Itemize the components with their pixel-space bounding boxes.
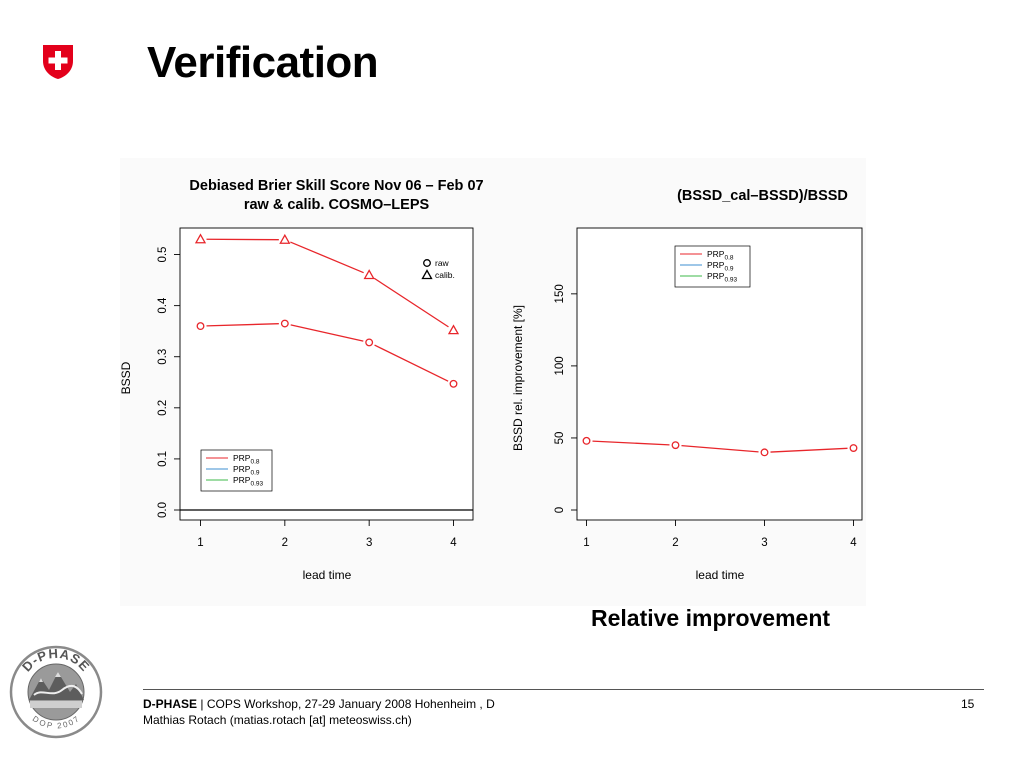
data-point xyxy=(582,436,591,445)
y-axis-label: BSSD rel. improvement [%] xyxy=(511,305,525,451)
data-point xyxy=(449,379,458,388)
footer-event-line: D-PHASE | COPS Workshop, 27-29 January 2… xyxy=(143,697,495,711)
legend-label-base: PRP xyxy=(233,464,251,474)
data-point xyxy=(363,269,375,280)
charts-figure: Debiased Brier Skill Score Nov 06 – Feb … xyxy=(120,178,863,582)
plot-frame xyxy=(576,227,863,521)
data-point xyxy=(279,233,291,244)
series-line-segment xyxy=(290,241,364,274)
legend-label-base: PRP xyxy=(707,271,725,281)
series-line-segment xyxy=(290,324,364,342)
slide-title: Verification xyxy=(147,38,379,87)
series-line-segment xyxy=(206,323,279,327)
y-tick-label: 0.3 xyxy=(157,349,169,365)
y-tick-label: 0.5 xyxy=(157,247,169,263)
x-tick-label: 4 xyxy=(450,537,457,549)
chart2-legend-box xyxy=(674,245,751,288)
x-tick-label: 3 xyxy=(761,537,767,549)
series-line-segment xyxy=(681,444,759,453)
legend-label-base: PRP xyxy=(707,249,725,259)
chart1-legend-box xyxy=(200,449,273,492)
y-axis-label: BSSD xyxy=(120,361,133,394)
chart2-legend-label: PRP0.8 xyxy=(707,249,734,262)
plot-frame xyxy=(179,227,474,521)
y-tick-label: 0.1 xyxy=(157,451,169,467)
chart1-legend-label: PRP0.9 xyxy=(233,464,260,477)
footer-separator: | xyxy=(197,697,207,711)
legend-label-sub: 0.9 xyxy=(250,470,259,477)
data-point xyxy=(280,319,289,328)
legend-label-base: PRP xyxy=(707,260,725,270)
marker-legend-label: raw xyxy=(435,258,450,268)
y-tick-label: 0.0 xyxy=(157,502,169,518)
footer-event: COPS Workshop, 27-29 January 2008 Hohenh… xyxy=(206,697,495,711)
x-axis-label: lead time xyxy=(303,568,352,582)
series-line-segment xyxy=(592,440,670,446)
y-tick-label: 0 xyxy=(554,507,566,513)
badge-snow xyxy=(39,672,61,682)
chart-panel-1: Debiased Brier Skill Score Nov 06 – Feb … xyxy=(120,178,484,582)
chart1-legend-label: PRP0.93 xyxy=(233,475,264,488)
charts-area: Debiased Brier Skill Score Nov 06 – Feb … xyxy=(120,158,866,606)
y-tick-label: 0.2 xyxy=(157,400,169,416)
y-tick-label: 100 xyxy=(554,356,566,375)
y-tick-label: 50 xyxy=(554,432,566,445)
series-line-segment xyxy=(374,344,449,382)
legend-label-sub: 0.8 xyxy=(724,255,733,262)
series-1 xyxy=(196,319,458,388)
x-tick-label: 3 xyxy=(366,537,372,549)
data-point xyxy=(671,441,680,450)
marker-legend-label: calib. xyxy=(435,270,455,280)
swiss-cross-shield-icon xyxy=(42,44,74,80)
cross-horizontal xyxy=(48,57,68,64)
x-axis-label: lead time xyxy=(696,568,745,582)
legend-label-sub: 0.9 xyxy=(724,266,733,273)
legend-label-sub: 0.93 xyxy=(724,277,737,284)
footer-divider xyxy=(143,689,984,690)
chart1-legend-label: PRP0.8 xyxy=(233,453,260,466)
series-line-segment xyxy=(373,277,449,328)
page-number: 15 xyxy=(961,697,975,711)
y-tick-label: 0.4 xyxy=(157,297,169,314)
chart2-legend-label: PRP0.9 xyxy=(707,260,734,273)
figure-caption: Relative improvement xyxy=(591,605,831,631)
chart-title: Debiased Brier Skill Score Nov 06 – Feb … xyxy=(189,178,483,194)
legend-label-sub: 0.8 xyxy=(250,459,259,466)
series-1 xyxy=(582,436,858,457)
legend-label-base: PRP xyxy=(233,475,251,485)
data-point xyxy=(365,338,374,347)
footer-author: Mathias Rotach (matias.rotach [at] meteo… xyxy=(143,713,412,727)
x-tick-label: 2 xyxy=(282,537,288,549)
badge-swirl xyxy=(33,684,83,696)
data-point xyxy=(196,322,205,331)
legend-label-base: PRP xyxy=(233,453,251,463)
legend-label-sub: 0.93 xyxy=(250,481,263,488)
x-tick-label: 1 xyxy=(197,537,203,549)
footer-org: D-PHASE xyxy=(143,697,198,711)
badge-lake xyxy=(30,701,82,708)
series-line-segment xyxy=(770,447,848,453)
x-tick-label: 4 xyxy=(850,537,857,549)
marker-legend-symbol xyxy=(423,259,431,267)
x-tick-label: 1 xyxy=(583,537,589,549)
chart-subtitle: raw & calib. COSMO–LEPS xyxy=(244,197,430,213)
chart-title: (BSSD_cal–BSSD)/BSSD xyxy=(677,188,848,204)
data-point xyxy=(194,233,207,244)
data-point xyxy=(760,448,769,457)
chart2-legend-label: PRP0.93 xyxy=(707,271,738,284)
chart-panel-2: (BSSD_cal–BSSD)/BSSD 1 2 3 4 lead time 0 50 100 1… xyxy=(511,188,863,582)
series-2 xyxy=(194,233,460,335)
data-point xyxy=(849,444,858,452)
y-tick-label: 150 xyxy=(554,284,566,303)
marker-legend-symbol xyxy=(421,269,433,280)
data-point xyxy=(447,324,460,335)
x-tick-label: 2 xyxy=(672,537,678,549)
dphase-badge-icon: D-PHASE DOP 2007 xyxy=(8,640,104,740)
